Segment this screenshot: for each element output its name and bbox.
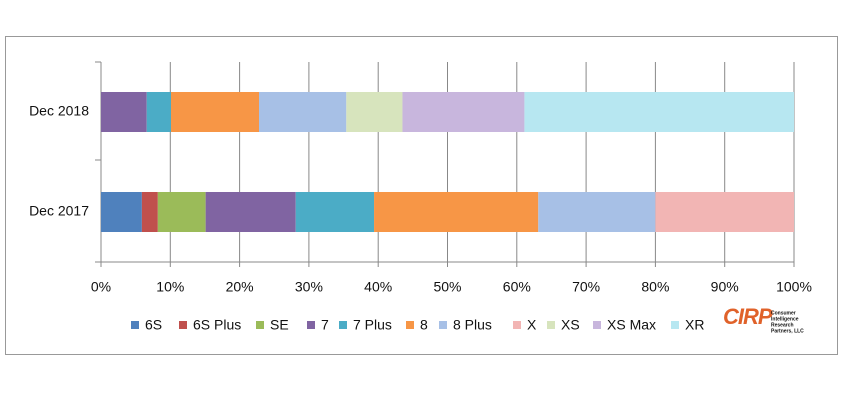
legend-label: X	[527, 317, 537, 333]
bar-segment	[146, 92, 171, 132]
bar-segment	[655, 192, 794, 232]
legend-swatch	[439, 321, 447, 329]
legend-swatch	[131, 321, 139, 329]
legend-label: 8	[420, 317, 428, 333]
legend-swatch	[307, 321, 315, 329]
bar-segment	[374, 192, 539, 232]
x-tick-label: 70%	[572, 279, 600, 295]
bar-segment	[524, 92, 794, 132]
bar-segment	[402, 92, 525, 132]
bar-segment	[170, 92, 260, 132]
x-tick-label: 40%	[364, 279, 392, 295]
legend-label: 6S	[145, 317, 162, 333]
legend-label: 7 Plus	[353, 317, 392, 333]
legend-swatch	[339, 321, 347, 329]
x-tick-label: 20%	[226, 279, 254, 295]
x-tick-label: 100%	[776, 279, 812, 295]
legend-label: 8 Plus	[453, 317, 492, 333]
bar-segment	[101, 92, 147, 132]
logo-name: CIRP	[723, 304, 773, 329]
bar-segment	[538, 192, 656, 232]
bar-segment	[141, 192, 158, 232]
bar-segment	[295, 192, 375, 232]
bar-segment	[157, 192, 206, 232]
logo-caption: Research	[771, 322, 794, 328]
x-tick-label: 0%	[91, 279, 111, 295]
legend-label: XS	[561, 317, 580, 333]
legend-label: 7	[321, 317, 329, 333]
legend-swatch	[593, 321, 601, 329]
legend-swatch	[547, 321, 555, 329]
legend-swatch	[671, 321, 679, 329]
legend-swatch	[256, 321, 264, 329]
y-tick-label: Dec 2018	[29, 103, 89, 119]
x-tick-label: 80%	[641, 279, 669, 295]
logo-caption: Partners, LLC	[771, 328, 804, 334]
x-tick-label: 30%	[295, 279, 323, 295]
legend-label: XR	[685, 317, 704, 333]
x-tick-label: 90%	[711, 279, 739, 295]
logo-caption: Consumer	[771, 310, 796, 316]
x-tick-label: 10%	[156, 279, 184, 295]
legend-swatch	[179, 321, 187, 329]
legend-swatch	[513, 321, 521, 329]
bar-segment	[101, 192, 142, 232]
legend-label: SE	[270, 317, 289, 333]
legend-label: 6S Plus	[193, 317, 241, 333]
y-tick-label: Dec 2017	[29, 203, 89, 219]
legend-swatch	[406, 321, 414, 329]
legend-label: XS Max	[607, 317, 656, 333]
bar-segment	[346, 92, 403, 132]
bar-segment	[259, 92, 347, 132]
bar-segment	[205, 192, 296, 232]
x-tick-label: 60%	[503, 279, 531, 295]
logo-caption: Intelligence	[771, 316, 799, 322]
x-tick-label: 50%	[433, 279, 461, 295]
